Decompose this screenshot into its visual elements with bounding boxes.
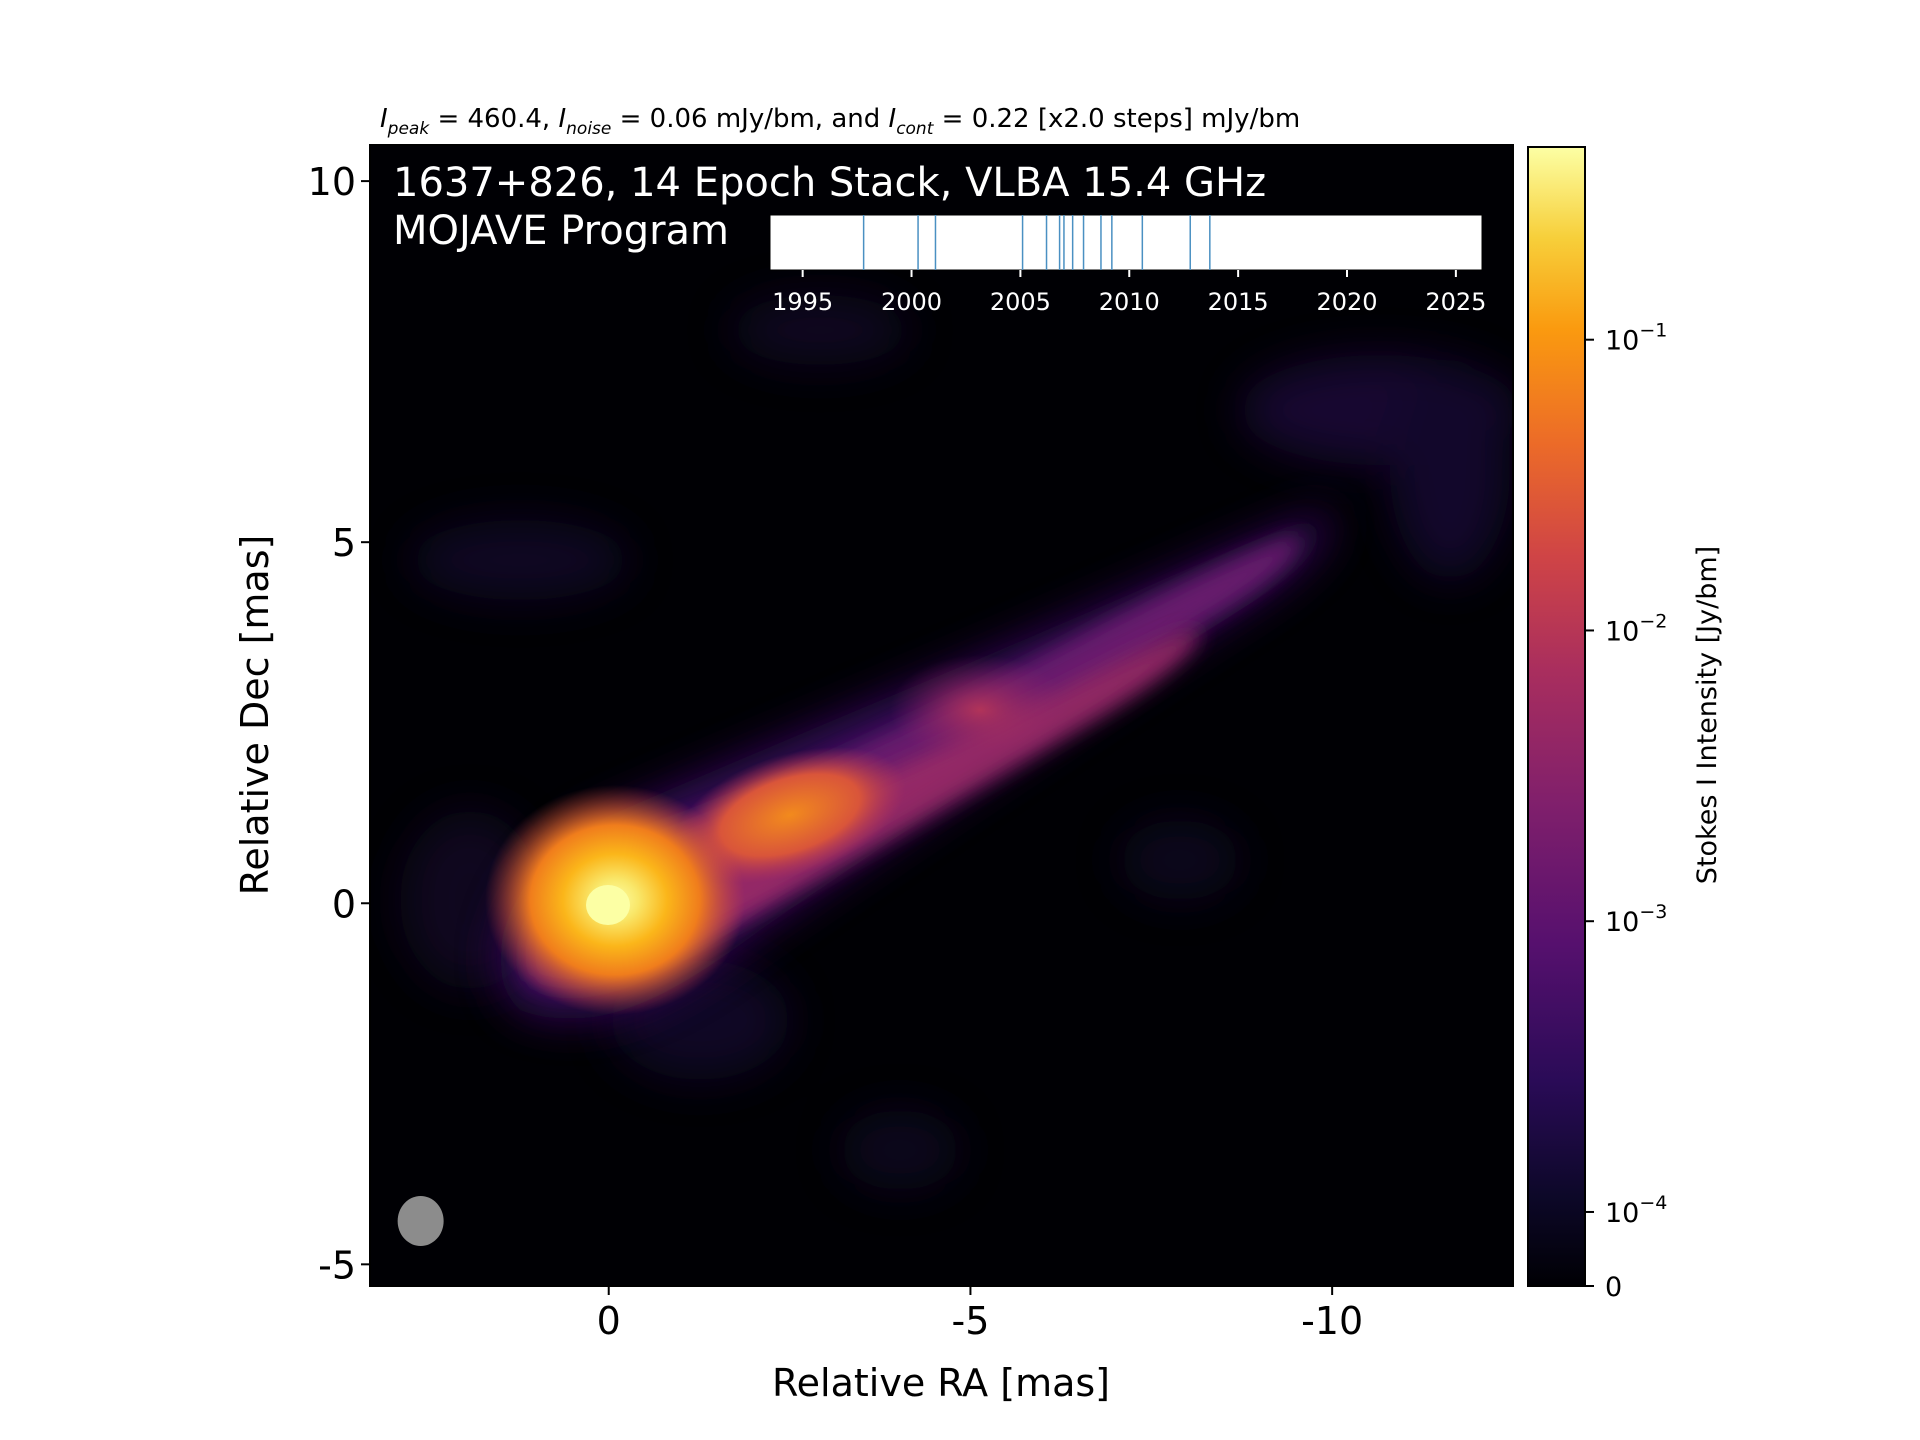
y-tick-label: 5 — [332, 521, 356, 565]
epoch-timeline: 1995 2000 2005 2010 2015 2020 2025 — [769, 214, 1486, 316]
x-axis-label: Relative RA [mas] — [772, 1361, 1110, 1405]
knot-3 — [890, 655, 1070, 765]
title-noise-value: = 0.06 mJy/bm, and — [611, 104, 888, 134]
title-noise-label: I — [558, 104, 566, 134]
y-tick-label: -5 — [318, 1243, 356, 1287]
overlay-title-line2: MOJAVE Program — [393, 208, 729, 254]
colorbar-tick-base: 10 — [1605, 616, 1639, 647]
chart-title: Ipeak = 460.4, Inoise = 0.06 mJy/bm, and… — [380, 104, 1300, 139]
colorbar-gradient — [1527, 146, 1586, 1287]
timeline-tick-label: 2010 — [1099, 288, 1160, 316]
y-tick-label: 0 — [332, 882, 356, 926]
title-cont-sub: cont — [896, 119, 935, 139]
colorbar-ticks: 010−410−310−210−1 — [1585, 320, 1667, 1303]
colorbar-tick-label: 10−3 — [1605, 901, 1667, 938]
colorbar-tick-base: 10 — [1605, 907, 1639, 938]
timeline-tick-label: 2000 — [881, 288, 942, 316]
image-frame — [369, 144, 1514, 1287]
colorbar-tick-exp: −1 — [1639, 320, 1667, 342]
x-tick-label: -10 — [1301, 1299, 1363, 1343]
y-axis-ticks: -5 0 5 10 — [308, 160, 370, 1287]
overlay-title-line1: 1637+826, 14 Epoch Stack, VLBA 15.4 GHz — [393, 160, 1266, 206]
timeline-tick-label: 2020 — [1316, 288, 1377, 316]
colorbar-label: Stokes I Intensity [Jy/bm] — [1692, 546, 1723, 884]
colorbar-tick-label: 10−2 — [1605, 610, 1667, 647]
title-peak-value: = 460.4, — [429, 104, 558, 134]
x-tick-label: -5 — [951, 1299, 989, 1343]
colorbar-tick-label: 10−4 — [1605, 1192, 1667, 1229]
colorbar-tick-exp: −2 — [1639, 610, 1667, 632]
colorbar-tick-label: 0 — [1605, 1272, 1622, 1303]
colorbar-tick-base: 10 — [1605, 1198, 1639, 1229]
colorbar: 010−410−310−210−1 Stokes I Intensity [Jy… — [1527, 146, 1723, 1303]
x-tick-label: 0 — [597, 1299, 621, 1343]
timeline-tick-label: 2005 — [990, 288, 1051, 316]
colorbar-tick-exp: −3 — [1639, 901, 1667, 923]
title-cont-value: = 0.22 [x2.0 steps] mJy/bm — [933, 104, 1300, 134]
title-cont-label: I — [889, 104, 897, 134]
image-panel: 1637+826, 14 Epoch Stack, VLBA 15.4 GHz … — [369, 144, 1514, 1287]
y-axis-label: Relative Dec [mas] — [233, 535, 277, 896]
colorbar-tick-base: 10 — [1605, 326, 1639, 357]
beam-ellipse — [397, 1196, 444, 1247]
x-axis-ticks: 0 -5 -10 — [597, 1286, 1363, 1343]
timeline-tick-label: 1995 — [772, 288, 833, 316]
core-peak — [586, 885, 630, 925]
title-peak-label: I — [380, 104, 388, 134]
colorbar-tick-label: 10−1 — [1605, 320, 1667, 357]
emission-layer — [400, 295, 1513, 1190]
timeline-tick-label: 2025 — [1425, 288, 1486, 316]
colorbar-tick-exp: −4 — [1639, 1192, 1667, 1214]
title-peak-sub: peak — [387, 119, 431, 139]
timeline-box — [769, 214, 1483, 271]
y-tick-label: 10 — [308, 160, 356, 204]
knot-2 — [674, 746, 906, 884]
title-noise-sub: noise — [566, 119, 611, 139]
timeline-tick-label: 2015 — [1208, 288, 1269, 316]
